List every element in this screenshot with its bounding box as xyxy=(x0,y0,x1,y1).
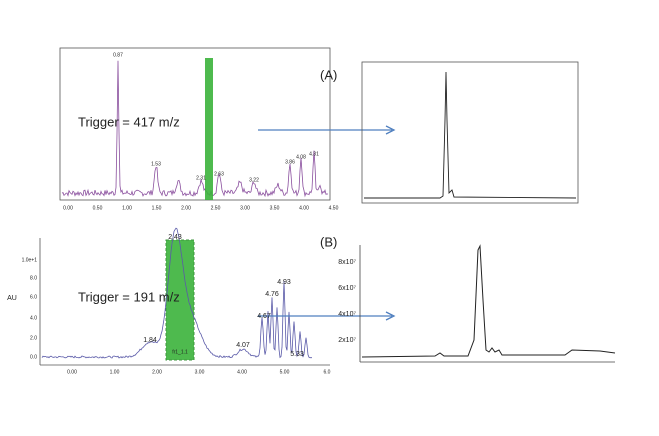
fraction-trace xyxy=(364,71,577,199)
peak-label: 4.67 xyxy=(257,313,271,320)
peak-label: 4.08 xyxy=(296,154,306,160)
x-tick-label: 4.00 xyxy=(237,369,247,375)
peak-label: 4.93 xyxy=(277,279,291,286)
y-tick-label: 1.0e+1 xyxy=(22,257,38,263)
plot-frame xyxy=(361,61,579,204)
trigger-window xyxy=(205,58,213,200)
y-tick-label: 2.0 xyxy=(30,335,37,341)
x-tick-label: 1.00 xyxy=(110,369,120,375)
y-tick-label: 0.0 xyxy=(30,354,37,360)
y-tick-label: 8.0 xyxy=(30,275,37,281)
chromatogram-trace xyxy=(41,227,312,359)
peak-label: 1.84 xyxy=(143,337,157,344)
x-tick-label: 4.50 xyxy=(329,205,339,211)
x-tick-label: 1.50 xyxy=(152,205,162,211)
y-tick-label: 4x10⁷ xyxy=(338,311,356,318)
y-tick-label: 4.0 xyxy=(30,315,37,321)
panel-label: (B) xyxy=(320,234,337,249)
panel-label: (A) xyxy=(320,67,337,82)
trigger-label: Trigger = 191 m/z xyxy=(78,289,180,304)
y-axis-title: AU xyxy=(7,295,17,302)
x-tick-label: 4.00 xyxy=(299,205,309,211)
x-tick-label: 3.50 xyxy=(270,205,280,211)
peak-label: 0.87 xyxy=(113,52,123,58)
y-tick-label: 8x10⁷ xyxy=(338,259,356,266)
x-tick-label: 2.50 xyxy=(211,205,221,211)
plot-frame xyxy=(59,47,331,201)
x-tick-label: 5.00 xyxy=(280,369,290,375)
chromatogram-trace xyxy=(61,60,329,198)
x-tick-label: 3.00 xyxy=(195,369,205,375)
y-tick-label: 2x10⁷ xyxy=(338,337,356,344)
peak-label: 1.53 xyxy=(151,161,161,167)
x-tick-label: 0.50 xyxy=(93,205,103,211)
fraction-label: fr1_1.1 xyxy=(172,349,188,355)
y-tick-label: 6x10⁷ xyxy=(338,285,356,292)
peak-label: 4.31 xyxy=(309,151,319,157)
peak-label: 2.43 xyxy=(168,234,182,241)
peak-label: 3.86 xyxy=(285,159,295,165)
peak-label: 2.31 xyxy=(196,175,206,181)
arrow-head xyxy=(385,125,396,135)
trigger-label: Trigger = 417 m/z xyxy=(78,114,180,129)
peak-label: 4.07 xyxy=(236,342,250,349)
x-tick-label: 2.00 xyxy=(181,205,191,211)
x-tick-label: 6.0 xyxy=(324,369,331,375)
arrow-head xyxy=(385,311,396,321)
peak-label: 4.76 xyxy=(265,291,279,298)
fraction-trace xyxy=(361,244,616,358)
trigger-window xyxy=(165,239,195,361)
y-tick-label: 6.0 xyxy=(30,294,37,300)
x-tick-label: 0.00 xyxy=(67,369,77,375)
x-tick-label: 1.00 xyxy=(122,205,132,211)
x-tick-label: 2.00 xyxy=(152,369,162,375)
x-tick-label: 0.00 xyxy=(63,205,73,211)
peak-label: 3.22 xyxy=(249,177,259,183)
x-tick-label: 3.00 xyxy=(240,205,250,211)
peak-label: 5.33 xyxy=(290,351,304,358)
peak-label: 2.63 xyxy=(214,171,224,177)
